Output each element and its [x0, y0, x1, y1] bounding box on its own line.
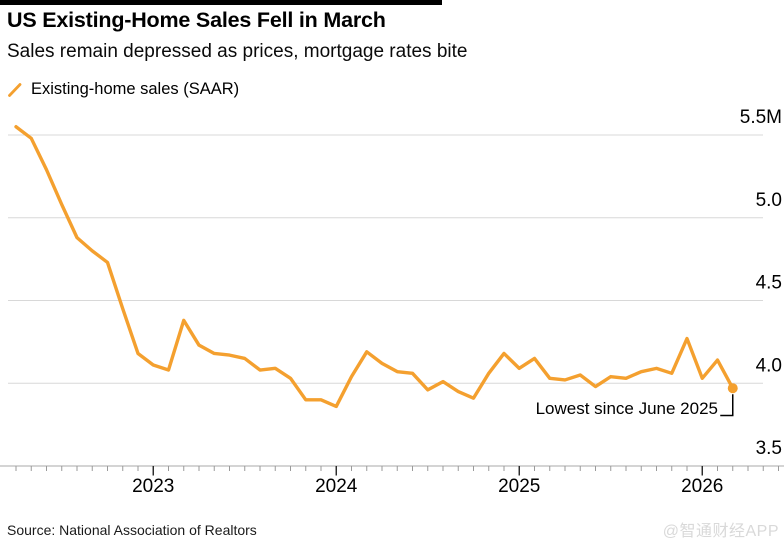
y-axis-label: 3.5 [756, 438, 782, 459]
line-slash-icon [8, 82, 22, 97]
y-axis-label: 4.0 [756, 355, 782, 376]
chart-subtitle: Sales remain depressed as prices, mortga… [7, 41, 468, 62]
top-accent-bar [0, 0, 442, 5]
legend-label: Existing-home sales (SAAR) [31, 80, 240, 98]
chart-title: US Existing-Home Sales Fell in March [7, 8, 386, 32]
x-axis-label: 2023 [132, 476, 174, 497]
x-axis-label: 2025 [498, 476, 540, 497]
y-axis-label: 4.5 [756, 273, 782, 294]
annotation-label: Lowest since June 2025 [535, 399, 718, 418]
y-axis-label: 5.5M [740, 107, 782, 128]
annotation-connector [720, 394, 734, 417]
x-axis-label: 2024 [315, 476, 358, 497]
x-axis-label: 2026 [681, 476, 723, 497]
y-axis-label: 5.0 [756, 190, 782, 211]
legend: Existing-home sales (SAAR) [7, 80, 239, 99]
source-note: Source: National Association of Realtors [7, 522, 257, 538]
last-point-dot [727, 383, 738, 394]
watermark: @智通财经APP [662, 523, 779, 540]
series-line [14, 125, 735, 409]
